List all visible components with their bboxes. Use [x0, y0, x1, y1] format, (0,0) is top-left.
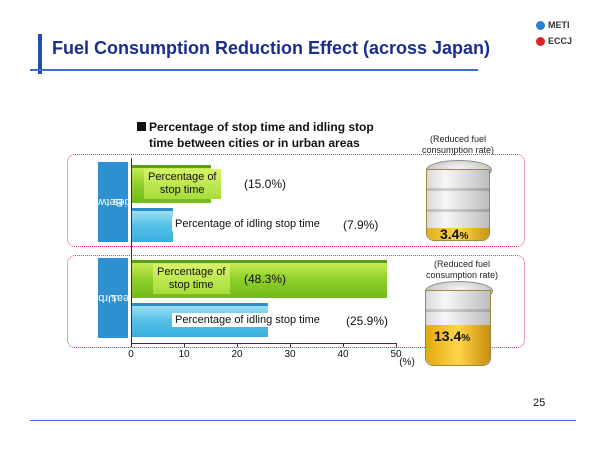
value-label-stop-urban: (48.3%)	[244, 272, 287, 286]
square-bullet-icon	[137, 122, 146, 131]
meti-logo-icon	[536, 20, 545, 30]
x-axis-tick-label: 10	[178, 349, 190, 360]
chart-heading-line1: Percentage of stop time and idling stop	[149, 120, 374, 134]
bar-label-stop-time-city: Percentage of stop time	[144, 169, 221, 199]
footer-line	[30, 420, 576, 421]
chart-heading: Percentage of stop time and idling stop …	[137, 119, 397, 151]
x-axis-tick	[343, 343, 344, 347]
group-label-urban-areas: Urban areas	[86, 258, 139, 338]
title-underline	[30, 69, 478, 71]
fuel-rate-label-urban: (Reduced fuel consumption rate)	[425, 259, 499, 280]
eccj-logo-icon	[536, 36, 545, 46]
page-number: 25	[533, 397, 546, 409]
fuel-reduction-value-city: 3.4%	[440, 226, 469, 242]
x-axis-tick	[184, 343, 185, 347]
chart-heading-line2: time between cities or in urban areas	[149, 136, 360, 150]
bar-label-idling-urban: Percentage of idling stop time	[172, 313, 323, 327]
fuel-rate-label-city: (Reduced fuel consumption rate)	[421, 134, 495, 155]
value-label-idle-urban: (25.9%)	[346, 314, 389, 328]
title-accent-bar	[38, 34, 42, 74]
group-label-between-cities: Between cities	[80, 162, 138, 242]
eccj-logo-label: ECCJ	[548, 36, 573, 46]
group-box-urban-areas	[67, 255, 525, 348]
x-axis-tick	[396, 343, 397, 347]
bar-label-stop-time-urban: Percentage of stop time	[153, 264, 230, 294]
x-axis-tick-label: 50	[390, 349, 402, 360]
bar-label-idling-city: Percentage of idling stop time	[172, 217, 323, 231]
fuel-reduction-value-urban: 13.4%	[434, 328, 471, 344]
drum-body	[425, 290, 491, 366]
fuel-drum-between-cities: 3.4%	[426, 160, 492, 244]
x-axis-tick-label: 20	[231, 349, 243, 360]
x-axis-tick-label: 40	[337, 349, 349, 360]
x-axis-line	[131, 343, 396, 344]
value-label-idle-city: (7.9%)	[343, 218, 379, 232]
drum-body	[426, 169, 490, 241]
drum-fill-level	[427, 228, 489, 240]
meti-logo-label: METI	[548, 20, 570, 30]
x-axis-unit-label: (%)	[399, 357, 415, 368]
meti-logo: METI	[536, 20, 570, 30]
bar-idling-stop-between-cities	[131, 208, 173, 242]
value-label-stop-city: (15.0%)	[244, 177, 287, 191]
x-axis-tick-label: 30	[284, 349, 296, 360]
fuel-drum-urban-areas: 13.4%	[425, 281, 493, 369]
x-axis-tick	[290, 343, 291, 347]
eccj-logo: ECCJ	[536, 36, 572, 46]
drum-fill-level	[426, 325, 490, 365]
x-axis-tick	[237, 343, 238, 347]
page-title: Fuel Consumption Reduction Effect (acros…	[52, 38, 491, 58]
group-box-between-cities	[67, 154, 525, 247]
x-axis-tick	[131, 343, 132, 347]
y-axis-line	[131, 158, 132, 344]
x-axis-tick-label: 0	[128, 349, 134, 360]
